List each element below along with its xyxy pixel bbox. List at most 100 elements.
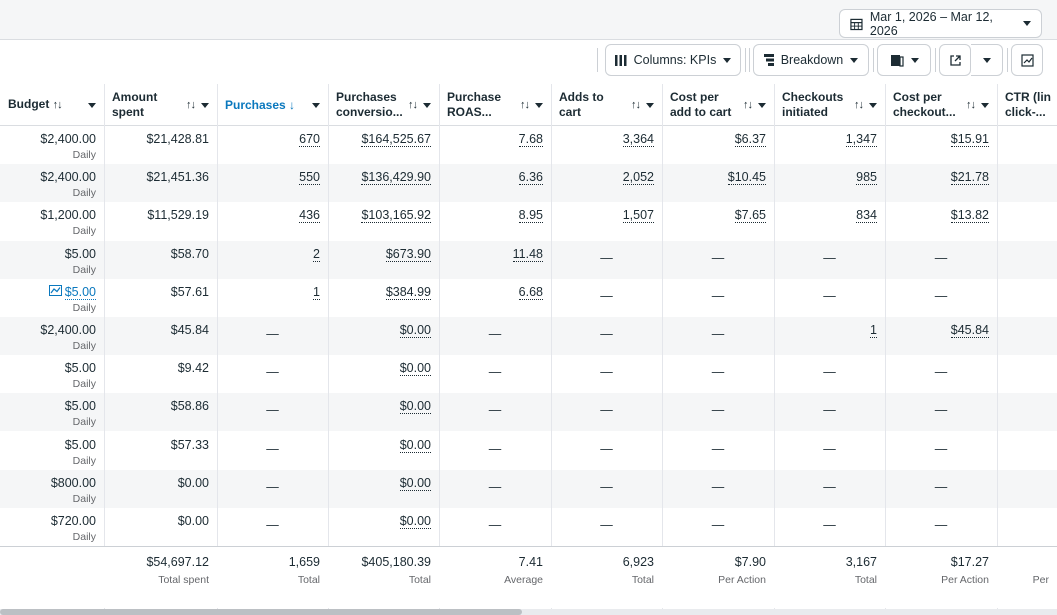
sort-icon[interactable]: ↑↓ [520,98,530,111]
cell-purchases[interactable]: 670 [217,126,328,164]
cell-roas[interactable]: 7.68 [439,126,551,164]
cell-conv[interactable]: $0.00 [328,432,439,470]
sort-icon[interactable]: ↑↓ [631,98,641,111]
cell-cpco[interactable]: $45.84 [885,317,997,355]
cell-checkouts[interactable]: 1 [774,317,885,355]
header-amount-spent[interactable]: Amount spent ↑↓ [104,84,217,126]
header-cost-per-add-to-cart[interactable]: Cost per add to cart ↑↓ [662,84,774,126]
table-row[interactable]: $5.00 Daily $58.86 — $0.00 — — — — — [0,393,1057,432]
cell-value[interactable]: 2,052 [622,170,654,186]
cell-value[interactable]: $0.00 [399,399,431,415]
cell-cpco[interactable]: $21.78 [885,164,997,202]
cell-value[interactable]: 8.95 [518,208,543,224]
cell-value[interactable]: $164,525.67 [361,132,431,147]
budget-chart-icon[interactable] [48,284,62,296]
cell-value[interactable]: 7.68 [518,132,543,147]
cell-atc[interactable]: 3,364 [551,126,662,164]
chevron-down-icon[interactable] [981,102,989,108]
cell-value[interactable]: $21.78 [950,170,989,186]
cell-conv[interactable]: $384.99 [328,279,439,317]
chevron-down-icon[interactable] [535,102,543,108]
sort-icon[interactable]: ↑↓ [966,98,976,111]
cell-purchases[interactable]: 2 [217,241,328,279]
reports-button[interactable] [877,44,931,76]
cell-value[interactable]: 834 [856,208,877,224]
cell-purchases[interactable]: 1 [217,279,328,317]
cell-checkouts[interactable]: 985 [774,164,885,202]
cell-cpatc[interactable]: $7.65 [662,202,774,240]
chart-button[interactable] [1011,44,1043,76]
table-row[interactable]: $800.00 Daily $0.00 — $0.00 — — — — — [0,469,1057,508]
table-row[interactable]: $5.00 Daily $9.42 — $0.00 — — — — — [0,355,1057,393]
cell-value[interactable]: $103,165.92 [361,208,431,224]
cell-value[interactable]: 11.48 [512,246,543,262]
chevron-down-icon[interactable] [423,102,431,108]
cell-roas[interactable]: 11.48 [439,241,551,279]
scrollbar-thumb[interactable] [0,609,522,615]
cell-value[interactable]: $0.00 [399,514,431,529]
sort-icon[interactable]: ↑↓ [743,98,753,111]
cell-value[interactable]: $384.99 [385,284,431,300]
cell-value[interactable]: $15.91 [950,132,989,147]
cell-conv[interactable]: $136,429.90 [328,164,439,202]
cell-cpatc[interactable]: $10.45 [662,164,774,202]
cell-conv[interactable]: $0.00 [328,317,439,355]
cell-value[interactable]: 670 [299,132,320,147]
cell-conv[interactable]: $164,525.67 [328,126,439,164]
table-row[interactable]: $5.00 Daily $57.33 — $0.00 — — — — — [0,432,1057,470]
cell-value[interactable]: 6.68 [518,284,543,300]
table-row[interactable]: $2,400.00 Daily $21,428.81 670 $164,525.67 7.… [0,126,1057,164]
cell-roas[interactable]: 8.95 [439,202,551,240]
cell-atc[interactable]: 2,052 [551,164,662,202]
chevron-down-icon[interactable] [869,102,877,108]
table-row[interactable]: $5.00 Daily $58.70 2 $673.90 11.48 — — — — [0,240,1057,279]
cell-value[interactable]: $0.00 [399,361,431,377]
chevron-down-icon[interactable] [201,102,209,108]
cell-value[interactable]: 6.36 [518,170,543,186]
export-dropdown[interactable] [971,44,1003,76]
cell-value[interactable]: 436 [299,208,320,224]
header-purchases-conversion[interactable]: Purchases conversio... ↑↓ [328,84,439,126]
cell-roas[interactable]: 6.36 [439,164,551,202]
header-budget[interactable]: Budget ↑↓ [0,84,104,126]
cell-value[interactable]: $0.00 [399,437,431,453]
cell-cpatc[interactable]: $6.37 [662,126,774,164]
cell-checkouts[interactable]: 834 [774,202,885,240]
cell-conv[interactable]: $0.00 [328,393,439,431]
header-purchases[interactable]: Purchases ↓ [217,84,328,126]
header-ctr[interactable]: CTR (lin click-... [997,84,1057,126]
header-cost-per-checkout[interactable]: Cost per checkout... ↑↓ [885,84,997,126]
cell-purchases[interactable]: 550 [217,164,328,202]
table-row[interactable]: $1,200.00 Daily $11,529.19 436 $103,165.92 8.… [0,202,1057,240]
cell-value[interactable]: 2 [313,246,320,262]
cell-purchases[interactable]: 436 [217,202,328,240]
chevron-down-icon[interactable] [88,102,96,108]
cell-value[interactable]: $10.45 [727,170,766,186]
cell-cpco[interactable]: $15.91 [885,126,997,164]
horizontal-scrollbar[interactable] [0,609,1057,615]
chevron-down-icon[interactable] [758,102,766,108]
cell-value[interactable]: $13.82 [950,208,989,224]
cell-conv[interactable]: $103,165.92 [328,202,439,240]
cell-value[interactable]: 985 [856,170,877,186]
cell-conv[interactable]: $673.90 [328,241,439,279]
cell-value[interactable]: 1,347 [845,132,877,147]
date-range-picker[interactable]: Mar 1, 2026 – Mar 12, 2026 [839,9,1042,38]
header-purchase-roas[interactable]: Purchase ROAS... ↑↓ [439,84,551,126]
table-row[interactable]: $2,400.00 Daily $45.84 — $0.00 — — — 1 $45.84 [0,317,1057,355]
columns-button[interactable]: Columns: KPIs [605,44,741,76]
table-row[interactable]: $720.00 Daily $0.00 — $0.00 — — — — — [0,508,1057,546]
cell-roas[interactable]: 6.68 [439,279,551,317]
cell-checkouts[interactable]: 1,347 [774,126,885,164]
cell-conv[interactable]: $0.00 [328,470,439,508]
chevron-down-icon[interactable] [646,102,654,108]
header-checkouts-initiated[interactable]: Checkouts initiated ↑↓ [774,84,885,126]
cell-conv[interactable]: $0.00 [328,508,439,546]
table-row[interactable]: $5.00 Daily $57.61 1 $384.99 6.68 — — — — [0,279,1057,317]
cell-value[interactable]: 550 [299,170,320,186]
cell-value[interactable]: $7.65 [734,208,766,224]
breakdown-button[interactable]: Breakdown [753,44,869,76]
cell-value[interactable]: $45.84 [950,323,989,338]
cell-value[interactable]: $136,429.90 [361,170,431,186]
table-row[interactable]: $2,400.00 Daily $21,451.36 550 $136,429.90 6.… [0,164,1057,203]
